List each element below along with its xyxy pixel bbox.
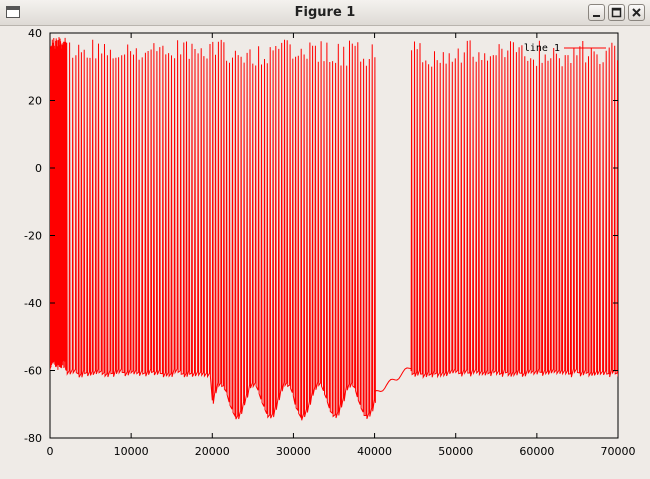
plot-area: 0 10000 20000 30000 40000 50000 60000 70000 40 20…	[24, 27, 635, 458]
x-tick-label: 60000	[519, 445, 554, 458]
close-icon	[632, 8, 641, 17]
x-tick-label: 10000	[114, 445, 149, 458]
ticks-group: 0 10000 20000 30000 40000 50000 60000 70000 40 20…	[24, 27, 635, 458]
legend: line 1	[524, 43, 606, 54]
series-line-1	[50, 37, 618, 421]
y-tick-label: -20	[24, 230, 42, 243]
maximize-icon	[611, 7, 622, 18]
trace-group	[50, 37, 618, 421]
x-tick-label: 40000	[357, 445, 392, 458]
y-tick-label: -40	[24, 297, 42, 310]
y-tick-label: 40	[28, 27, 42, 40]
minimize-button[interactable]	[588, 4, 605, 21]
x-tick-label: 0	[47, 445, 54, 458]
y-tick-label: 20	[28, 95, 42, 108]
y-tick-label: -80	[24, 432, 42, 445]
y-tick-label: 0	[35, 162, 42, 175]
x-tick-label: 70000	[601, 445, 636, 458]
x-tick-label: 30000	[276, 445, 311, 458]
minimize-icon	[593, 15, 600, 17]
x-tick-label: 20000	[195, 445, 230, 458]
y-tick-label: -60	[24, 365, 42, 378]
maximize-button[interactable]	[608, 4, 625, 21]
window-title: Figure 1	[294, 5, 356, 20]
title-bar[interactable]: Figure 1	[0, 0, 650, 26]
window-menu-icon[interactable]	[6, 6, 20, 18]
x-tick-label: 50000	[438, 445, 473, 458]
legend-label: line 1	[524, 43, 560, 54]
close-button[interactable]	[628, 4, 645, 21]
